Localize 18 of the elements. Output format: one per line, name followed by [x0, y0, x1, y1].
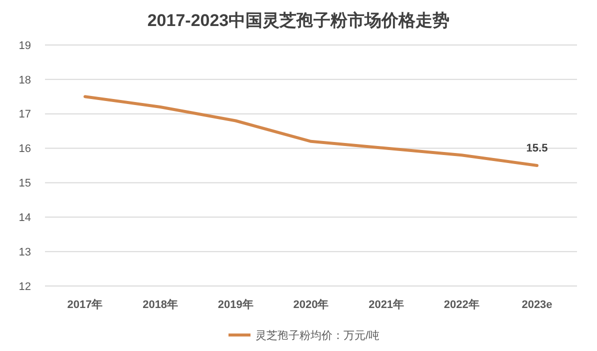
y-tick-label: 18	[18, 74, 31, 86]
y-tick-label: 17	[18, 108, 31, 121]
x-tick-label: 2018年	[142, 298, 178, 311]
data-label: 15.5	[526, 142, 548, 154]
x-tick-label: 2020年	[293, 298, 329, 311]
y-tick-label: 15	[18, 178, 31, 190]
y-tick-label: 13	[18, 246, 31, 258]
x-tick-label: 2017年	[67, 298, 103, 311]
y-tick-label: 12	[18, 280, 31, 293]
x-tick-label: 2019年	[218, 298, 254, 311]
y-tick-label: 14	[18, 212, 31, 224]
chart-title: 2017-2023中国灵芝孢子粉市场价格走势	[147, 11, 450, 30]
legend-label: 灵芝孢子粉均价：万元/吨	[256, 328, 380, 342]
y-tick-label: 19	[18, 40, 31, 52]
x-tick-label: 2022年	[444, 298, 480, 311]
y-tick-label: 16	[18, 143, 31, 156]
x-tick-label: 2021年	[368, 298, 404, 311]
x-tick-label: 2023e	[522, 299, 552, 311]
